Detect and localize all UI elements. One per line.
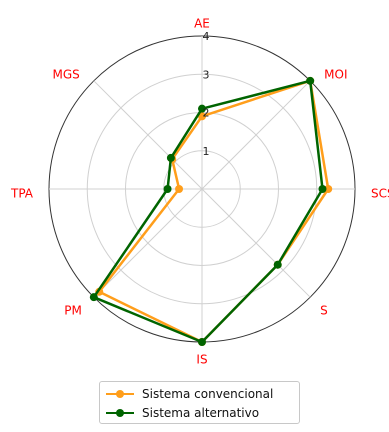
legend-swatch-series-1 (106, 388, 134, 400)
data-point-2-ae (198, 104, 206, 113)
data-point-1-ae (198, 112, 206, 121)
data-point-2-moi (306, 76, 315, 85)
spoke-mgs (93, 80, 203, 190)
axis-label-pm: PM (64, 304, 82, 318)
axis-label-s: S (320, 304, 328, 318)
spoke-pm (93, 188, 203, 298)
legend-item-series-1: Sistema convencional (106, 385, 273, 403)
r-tick-label: 3 (203, 68, 210, 81)
axis-label-scs: SCS (371, 187, 389, 201)
labels: 1 2 3 4AE MOI SCS S IS PM TPA MGS (10, 17, 389, 367)
series-line-2 (92, 79, 324, 344)
axis-label-moi: MOI (324, 67, 347, 81)
axis-label-is: IS (196, 353, 207, 367)
r-tick-label: 2 (203, 107, 210, 120)
legend-swatch-series-2 (106, 407, 134, 419)
data-point-2-mgs (166, 153, 175, 162)
r-tick-label: 1 (203, 145, 210, 158)
data-point-2-pm (89, 293, 98, 302)
r-tick-label: 4 (203, 30, 210, 43)
data-point-2-s (273, 260, 282, 269)
series-layer (89, 76, 333, 346)
data-point-2-scs (318, 185, 327, 193)
spoke-moi (201, 80, 311, 190)
legend: Sistema convencional Sistema alternativo (99, 381, 300, 424)
data-point-2-tpa (163, 185, 172, 193)
axis-label-tpa: TPA (10, 187, 34, 201)
data-point-1-tpa (175, 185, 184, 193)
legend-label: Sistema alternativo (142, 406, 260, 420)
legend-item-series-2: Sistema alternativo (106, 404, 259, 422)
data-point-2-is (198, 338, 206, 346)
axis-label-mgs: MGS (53, 67, 80, 81)
spoke-s (201, 188, 311, 298)
data-point-1-scs (324, 185, 333, 193)
legend-label: Sistema convencional (142, 387, 274, 401)
axis-label-ae: AE (194, 17, 210, 31)
